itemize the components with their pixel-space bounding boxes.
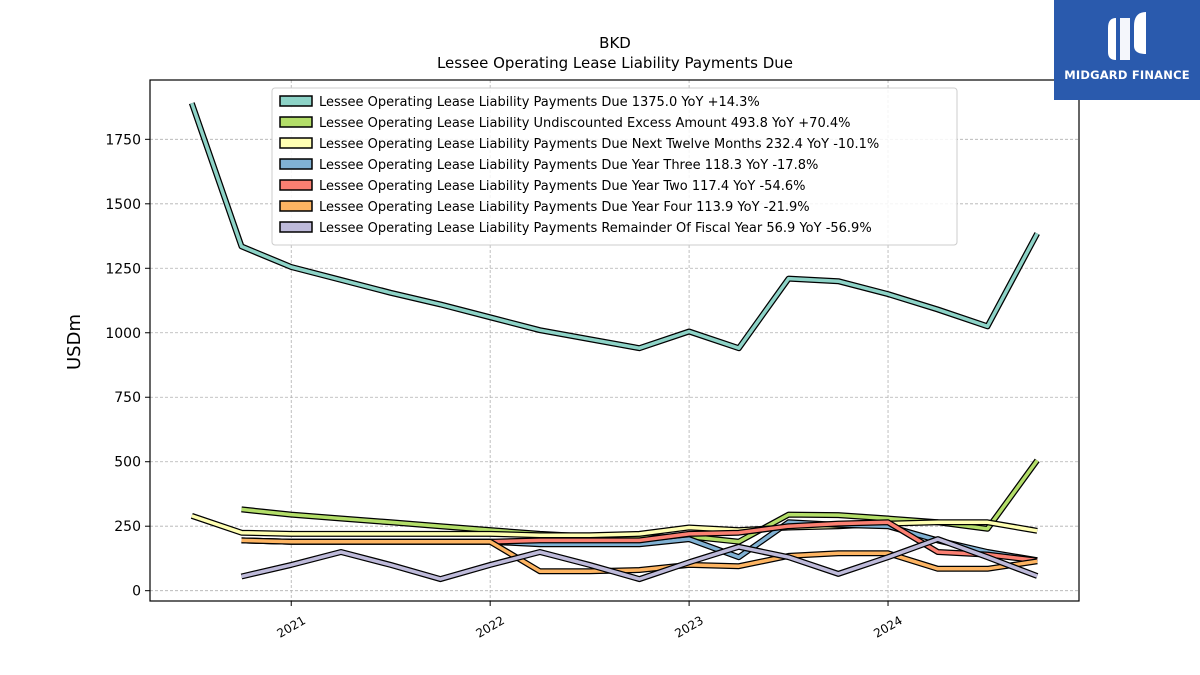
series-stroke [241,537,1038,581]
y-tick-label: 250 [114,519,141,535]
legend-swatch [279,95,313,107]
series-line-5 [241,537,1038,575]
series-line-6 [240,536,1039,583]
y-tick-label: 1750 [105,132,141,148]
y-tick-label: 0 [132,584,141,600]
plot-frame [149,79,1080,602]
y-tick-label: 1500 [105,197,141,213]
legend-swatch [279,179,313,191]
series-line-1 [241,458,1040,545]
y-tick-label: 1250 [105,261,141,277]
legend-label: Lessee Operating Lease Liability Payment… [319,95,760,110]
logo-text: MIDGARD FINANCE [1064,68,1190,82]
legend-label: Lessee Operating Lease Liability Payment… [319,137,879,152]
series-stroke [190,102,1039,350]
x-tick-label: 2022 [473,613,506,640]
x-tick-label: 2021 [275,613,308,640]
legend-label: Lessee Operating Lease Liability Payment… [319,179,805,194]
series-stroke [191,514,1038,537]
legend-label: Lessee Operating Lease Liability Payment… [319,158,818,173]
legend-swatch [279,158,313,170]
chart-title: BKD [599,34,631,52]
chart-subtitle: Lessee Operating Lease Liability Payment… [437,54,793,72]
legend: Lessee Operating Lease Liability Payment… [271,87,958,246]
legend-label: Lessee Operating Lease Liability Undisco… [319,116,850,131]
x-tick-label: 2023 [672,613,705,640]
legend-swatch [279,200,313,212]
y-axis-label: USDm [64,314,85,370]
legend-swatch [279,137,313,149]
y-tick-label: 750 [114,390,141,406]
series-stroke [241,459,1039,544]
series-stroke [241,538,1038,574]
legend-label: Lessee Operating Lease Liability Payment… [319,200,810,215]
series-layer [188,102,1040,583]
legend-label: Lessee Operating Lease Liability Payment… [319,221,872,236]
series-line-2 [190,513,1038,539]
legend-box [271,87,958,246]
midgard-finance-logo: MIDGARD FINANCE [1054,0,1200,100]
legend-swatch [279,116,313,128]
y-tick-label: 1000 [105,326,141,342]
series-line-0 [188,102,1040,352]
series-outline [241,458,1040,545]
y-tick-label: 500 [114,455,141,471]
midgard-logo-icon [1108,12,1146,60]
legend-swatch [279,221,313,233]
x-tick-label: 2024 [871,613,904,640]
